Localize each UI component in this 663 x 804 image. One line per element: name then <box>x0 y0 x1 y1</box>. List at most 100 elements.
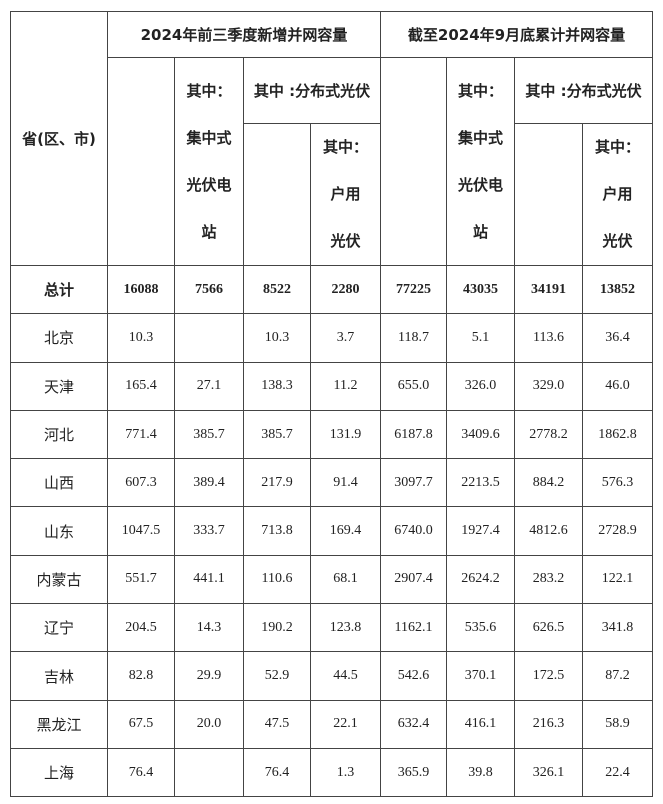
value-cell: 76.4 <box>243 747 311 798</box>
value-cell: 34191 <box>514 264 583 315</box>
new-centralized-header: 其中： 集中式 光伏电站 <box>174 57 244 266</box>
total-row: 总计 16088 7566 8522 2280 77225 43035 34191 13852 <box>10 264 653 315</box>
value-cell: 341.8 <box>582 603 653 653</box>
value-cell: 655.0 <box>380 361 447 411</box>
new-distributed-total-header <box>243 123 311 266</box>
value-cell: 2778.2 <box>514 409 583 460</box>
value-cell: 416.1 <box>446 699 515 749</box>
table-row: 河北 771.4 385.7 385.7 131.9 6187.8 3409.6 2778.2… <box>10 409 653 460</box>
table-row: 山东 1047.5 333.7 713.8 169.4 6740.0 1927.4 4812.… <box>10 506 653 556</box>
value-cell: 713.8 <box>243 506 311 556</box>
cum-distributed-header: 其中 :分布式光伏 <box>514 57 653 124</box>
value-cell: 607.3 <box>107 458 175 508</box>
value-cell: 3097.7 <box>380 458 447 508</box>
province-cell: 河北 <box>10 409 108 460</box>
value-cell: 36.4 <box>582 313 653 363</box>
value-cell: 77225 <box>380 264 447 315</box>
value-cell: 22.4 <box>582 747 653 798</box>
value-cell: 5.1 <box>446 313 515 363</box>
value-cell: 46.0 <box>582 361 653 411</box>
cum-total-header <box>380 57 447 266</box>
value-cell: 2624.2 <box>446 554 515 605</box>
table-row: 山西 607.3 389.4 217.9 91.4 3097.7 2213.5 884.2 57… <box>10 458 653 508</box>
table-row: 上海 76.4 76.4 1.3 365.9 39.8 326.1 22.4 <box>10 747 653 798</box>
value-cell: 441.1 <box>174 554 244 605</box>
value-cell: 1.3 <box>310 747 381 798</box>
value-cell: 43035 <box>446 264 515 315</box>
value-cell: 884.2 <box>514 458 583 508</box>
value-cell: 6740.0 <box>380 506 447 556</box>
value-cell: 16088 <box>107 264 175 315</box>
value-cell: 122.1 <box>582 554 653 605</box>
value-cell: 7566 <box>174 264 244 315</box>
value-cell: 389.4 <box>174 458 244 508</box>
value-cell: 91.4 <box>310 458 381 508</box>
value-cell: 365.9 <box>380 747 447 798</box>
value-cell: 3.7 <box>310 313 381 363</box>
value-cell: 326.0 <box>446 361 515 411</box>
new-household-header: 其中： 户用 光伏 <box>310 123 381 266</box>
value-cell <box>174 747 244 798</box>
value-cell: 632.4 <box>380 699 447 749</box>
value-cell: 385.7 <box>174 409 244 460</box>
province-cell: 吉林 <box>10 651 108 701</box>
value-cell: 123.8 <box>310 603 381 653</box>
value-cell: 535.6 <box>446 603 515 653</box>
table-row: 辽宁 204.5 14.3 190.2 123.8 1162.1 535.6 626.5 341… <box>10 603 653 653</box>
value-cell: 3409.6 <box>446 409 515 460</box>
value-cell: 771.4 <box>107 409 175 460</box>
value-cell: 8522 <box>243 264 311 315</box>
value-cell: 58.9 <box>582 699 653 749</box>
value-cell: 22.1 <box>310 699 381 749</box>
value-cell: 1162.1 <box>380 603 447 653</box>
value-cell <box>174 313 244 363</box>
province-cell: 黑龙江 <box>10 699 108 749</box>
province-cell: 上海 <box>10 747 108 798</box>
value-cell: 52.9 <box>243 651 311 701</box>
value-cell: 13852 <box>582 264 653 315</box>
value-cell: 542.6 <box>380 651 447 701</box>
value-cell: 1927.4 <box>446 506 515 556</box>
value-cell: 2907.4 <box>380 554 447 605</box>
value-cell: 626.5 <box>514 603 583 653</box>
cum-distributed-total-header <box>514 123 583 266</box>
value-cell: 4812.6 <box>514 506 583 556</box>
province-cell: 天津 <box>10 361 108 411</box>
value-cell: 10.3 <box>243 313 311 363</box>
value-cell: 190.2 <box>243 603 311 653</box>
value-cell: 47.5 <box>243 699 311 749</box>
value-cell: 326.1 <box>514 747 583 798</box>
table-row: 北京 10.3 10.3 3.7 118.7 5.1 113.6 36.4 <box>10 313 653 363</box>
value-cell: 10.3 <box>107 313 175 363</box>
value-cell: 11.2 <box>310 361 381 411</box>
province-header: 省(区、市) <box>10 11 108 266</box>
province-cell: 山西 <box>10 458 108 508</box>
value-cell: 87.2 <box>582 651 653 701</box>
table-row: 内蒙古 551.7 441.1 110.6 68.1 2907.4 2624.2 283.2 1… <box>10 554 653 605</box>
table-row: 吉林 82.8 29.9 52.9 44.5 542.6 370.1 172.5 87.2 <box>10 651 653 701</box>
value-cell: 29.9 <box>174 651 244 701</box>
value-cell: 82.8 <box>107 651 175 701</box>
value-cell: 44.5 <box>310 651 381 701</box>
value-cell: 329.0 <box>514 361 583 411</box>
value-cell: 14.3 <box>174 603 244 653</box>
value-cell: 204.5 <box>107 603 175 653</box>
value-cell: 333.7 <box>174 506 244 556</box>
value-cell: 172.5 <box>514 651 583 701</box>
value-cell: 131.9 <box>310 409 381 460</box>
new-distributed-header: 其中 :分布式光伏 <box>243 57 381 124</box>
table-row: 黑龙江 67.5 20.0 47.5 22.1 632.4 416.1 216.3 58.9 <box>10 699 653 749</box>
value-cell: 217.9 <box>243 458 311 508</box>
province-cell: 总计 <box>10 264 108 315</box>
value-cell: 283.2 <box>514 554 583 605</box>
value-cell: 20.0 <box>174 699 244 749</box>
cum-household-header: 其中： 户用 光伏 <box>582 123 653 266</box>
value-cell: 76.4 <box>107 747 175 798</box>
value-cell: 118.7 <box>380 313 447 363</box>
province-cell: 辽宁 <box>10 603 108 653</box>
value-cell: 2728.9 <box>582 506 653 556</box>
value-cell: 27.1 <box>174 361 244 411</box>
value-cell: 551.7 <box>107 554 175 605</box>
province-cell: 内蒙古 <box>10 554 108 605</box>
new-capacity-header: 2024年前三季度新增并网容量 <box>107 11 381 58</box>
